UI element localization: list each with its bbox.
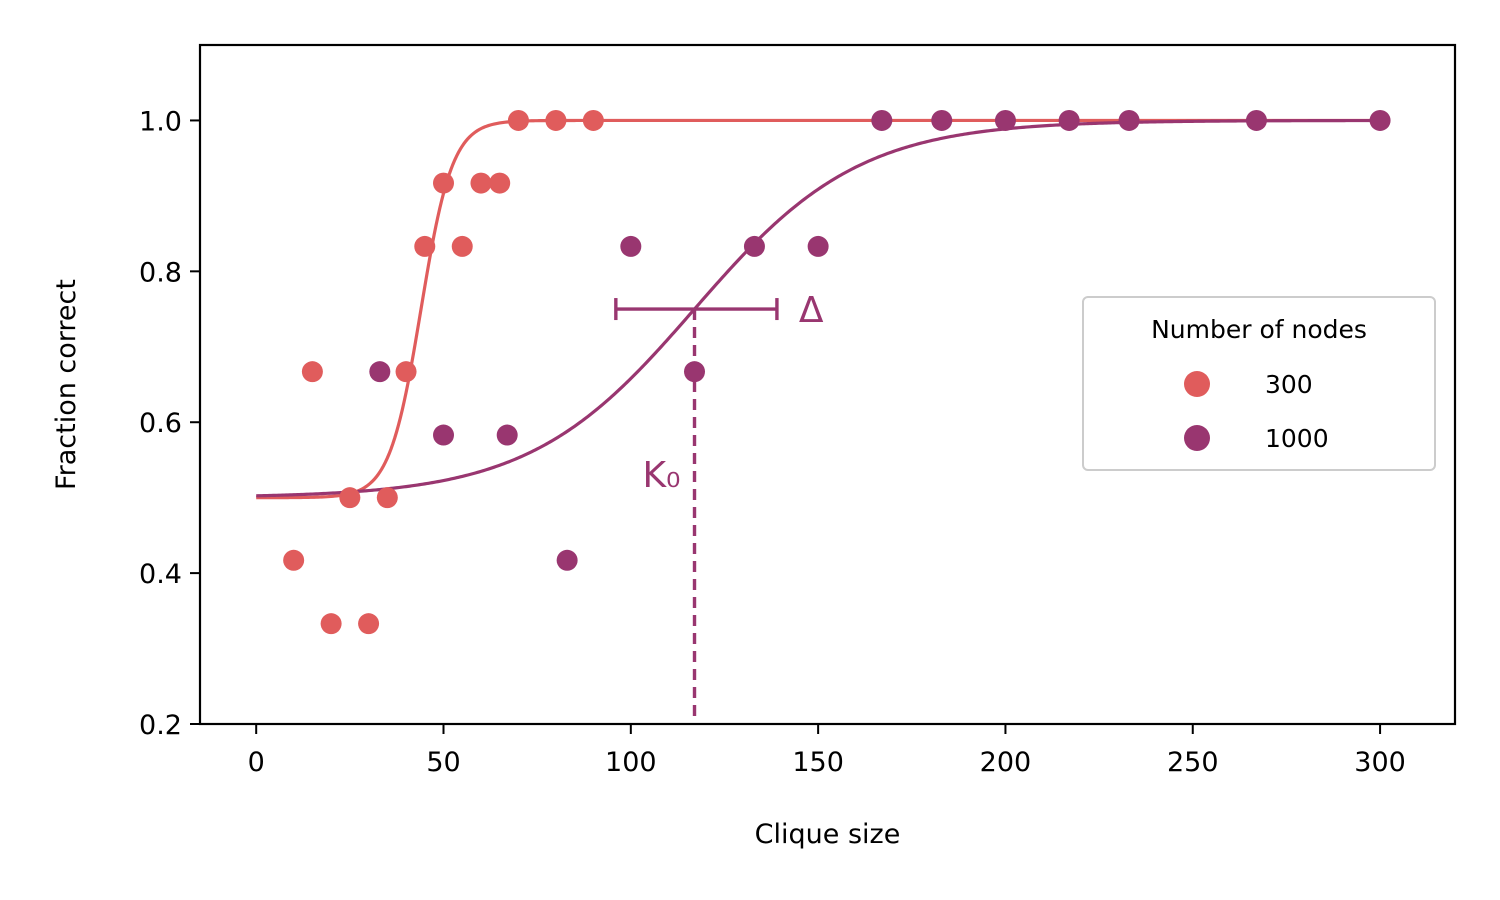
legend-title: Number of nodes bbox=[1151, 315, 1367, 344]
data-point-300 bbox=[470, 172, 492, 194]
legend-marker-300 bbox=[1184, 371, 1210, 397]
x-tick-label: 250 bbox=[1167, 747, 1219, 778]
fit-curve-1000 bbox=[256, 118, 1381, 498]
plot-area: K₀ Δ bbox=[256, 109, 1391, 724]
legend-marker-1000 bbox=[1184, 425, 1210, 451]
x-tick-label: 100 bbox=[605, 747, 657, 778]
legend-label-300: 300 bbox=[1265, 370, 1313, 399]
data-point-300 bbox=[545, 109, 567, 131]
y-axis: 0.2 0.4 0.6 0.8 1.0 bbox=[139, 106, 200, 741]
data-point-1000 bbox=[1118, 109, 1140, 131]
k0-label: K₀ bbox=[642, 455, 680, 496]
data-point-1000 bbox=[1058, 109, 1080, 131]
x-tick-label: 150 bbox=[792, 747, 844, 778]
data-point-1000 bbox=[994, 109, 1016, 131]
data-point-300 bbox=[320, 613, 342, 635]
x-tick-label: 0 bbox=[248, 747, 265, 778]
data-point-300 bbox=[451, 235, 473, 257]
data-point-1000 bbox=[807, 235, 829, 257]
data-point-300 bbox=[582, 109, 604, 131]
data-point-1000 bbox=[433, 424, 455, 446]
data-point-1000 bbox=[684, 361, 706, 383]
x-axis-label: Clique size bbox=[755, 819, 901, 850]
data-point-300 bbox=[507, 109, 529, 131]
data-point-1000 bbox=[620, 235, 642, 257]
data-point-300 bbox=[301, 361, 323, 383]
data-point-1000 bbox=[931, 109, 953, 131]
legend: Number of nodes 300 1000 bbox=[1082, 296, 1436, 471]
y-tick-label: 1.0 bbox=[139, 106, 182, 137]
data-point-1000 bbox=[1369, 109, 1391, 131]
x-axis: 0 50 100 150 200 250 300 bbox=[248, 724, 1406, 778]
legend-label-1000: 1000 bbox=[1265, 424, 1329, 453]
legend-box bbox=[1082, 296, 1436, 471]
data-point-300 bbox=[339, 487, 361, 509]
x-tick-label: 50 bbox=[426, 747, 460, 778]
y-axis-label: Fraction correct bbox=[51, 279, 82, 490]
y-tick-label: 0.8 bbox=[139, 257, 182, 288]
plot-frame bbox=[198, 43, 1457, 726]
x-tick-label: 300 bbox=[1354, 747, 1406, 778]
data-point-1000 bbox=[496, 424, 518, 446]
data-point-300 bbox=[489, 172, 511, 194]
data-point-300 bbox=[358, 613, 380, 635]
data-point-1000 bbox=[556, 549, 578, 571]
delta-label: Δ bbox=[799, 290, 824, 331]
data-point-1000 bbox=[369, 361, 391, 383]
y-tick-label: 0.2 bbox=[139, 710, 182, 741]
data-point-1000 bbox=[1245, 109, 1267, 131]
y-tick-label: 0.6 bbox=[139, 408, 182, 439]
data-point-1000 bbox=[871, 109, 893, 131]
data-point-300 bbox=[283, 549, 305, 571]
data-point-1000 bbox=[743, 235, 765, 257]
data-point-300 bbox=[395, 361, 417, 383]
data-point-300 bbox=[414, 235, 436, 257]
x-tick-label: 200 bbox=[980, 747, 1032, 778]
y-tick-label: 0.4 bbox=[139, 559, 182, 590]
data-point-300 bbox=[433, 172, 455, 194]
data-point-300 bbox=[376, 487, 398, 509]
